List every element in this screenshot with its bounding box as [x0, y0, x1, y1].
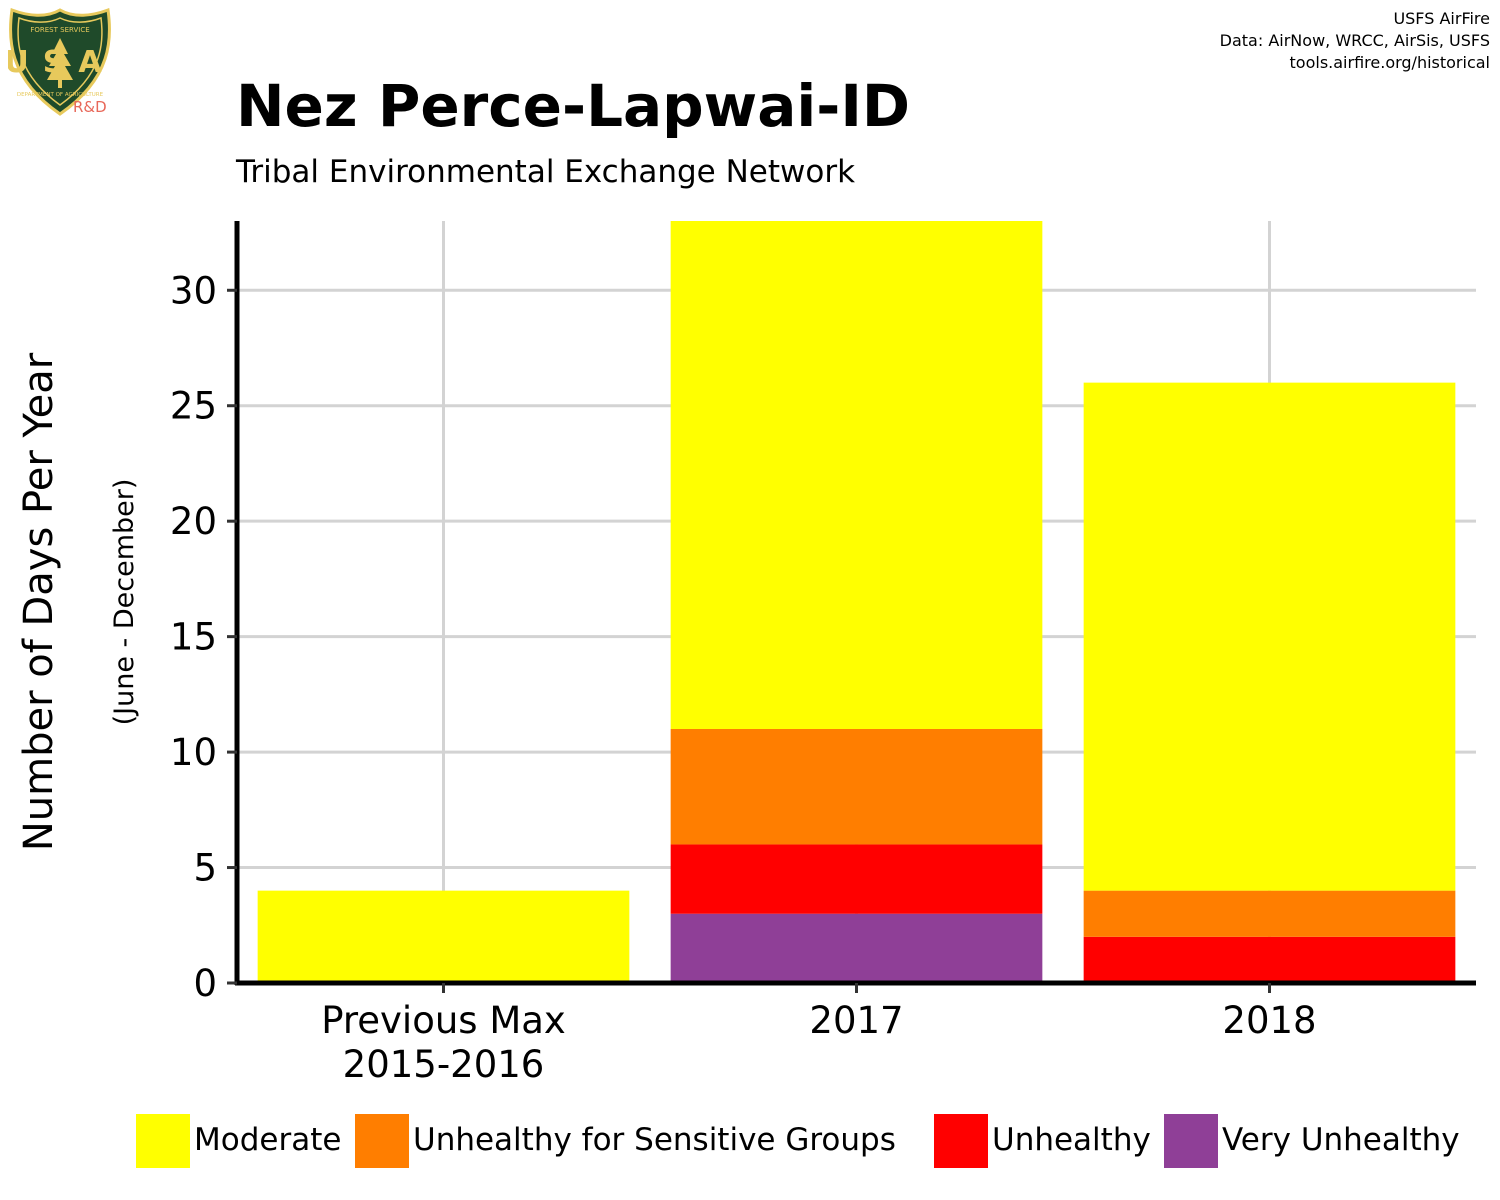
legend-label-unhealthy: Unhealthy	[992, 1122, 1151, 1158]
legend-swatch-unhealthy	[934, 1114, 988, 1168]
bar-segment-unhealthy-for-sensitive-groups	[670, 729, 1043, 845]
chart-title: Nez Perce-Lapwai-ID	[236, 72, 911, 140]
credit-line-1: USFS AirFire	[1393, 9, 1490, 28]
y-tick-label: 5	[193, 847, 217, 890]
bar-segment-unhealthy	[670, 844, 1043, 914]
credit-line-2: Data: AirNow, WRCC, AirSis, USFS	[1219, 31, 1490, 50]
x-tick-label: Previous Max 2015-2016	[321, 999, 566, 1086]
x-tick-label: 2018	[1222, 999, 1316, 1042]
legend-swatch-usg	[355, 1114, 409, 1168]
credit-line-3: tools.airfire.org/historical	[1289, 53, 1490, 72]
tree-icon	[47, 38, 73, 80]
usfs-shield-logo: FOREST SERVICE USA DEPARTMENT OF AGRICUL…	[8, 8, 111, 116]
chart-subtitle: Tribal Environmental Exchange Network	[236, 154, 856, 190]
y-tick-label: 0	[193, 962, 217, 1005]
y-axis-title: Number of Days Per Year	[16, 352, 62, 851]
legend-swatch-moderate	[136, 1114, 190, 1168]
y-axis-subtitle: (June - December)	[109, 479, 140, 726]
logo-top-text: FOREST SERVICE	[30, 26, 89, 34]
bar-segment-unhealthy-for-sensitive-groups	[1083, 890, 1456, 937]
rd-badge: R&D	[73, 98, 107, 116]
y-tick-label: 30	[170, 269, 217, 312]
bar-segment-moderate	[670, 221, 1043, 729]
y-tick-label: 20	[170, 500, 217, 543]
y-tick-label: 15	[170, 616, 217, 659]
bar-segment-moderate	[257, 890, 630, 983]
y-tick-label: 25	[170, 385, 217, 428]
legend-label-very-unhealthy: Very Unhealthy	[1222, 1122, 1460, 1158]
logo-bottom-text: DEPARTMENT OF AGRICULTURE	[17, 92, 104, 98]
y-tick-label: 10	[170, 731, 217, 774]
bar-segment-very-unhealthy	[670, 913, 1043, 983]
bar-segment-unhealthy	[1083, 936, 1456, 983]
credits: USFS AirFire Data: AirNow, WRCC, AirSis,…	[1220, 8, 1490, 74]
legend-label-moderate: Moderate	[194, 1122, 342, 1158]
legend-swatch-very-unhealthy	[1164, 1114, 1218, 1168]
legend-label-usg: Unhealthy for Sensitive Groups	[413, 1122, 896, 1158]
x-tick-label: 2017	[809, 999, 903, 1042]
bar-segment-moderate	[1083, 382, 1456, 891]
